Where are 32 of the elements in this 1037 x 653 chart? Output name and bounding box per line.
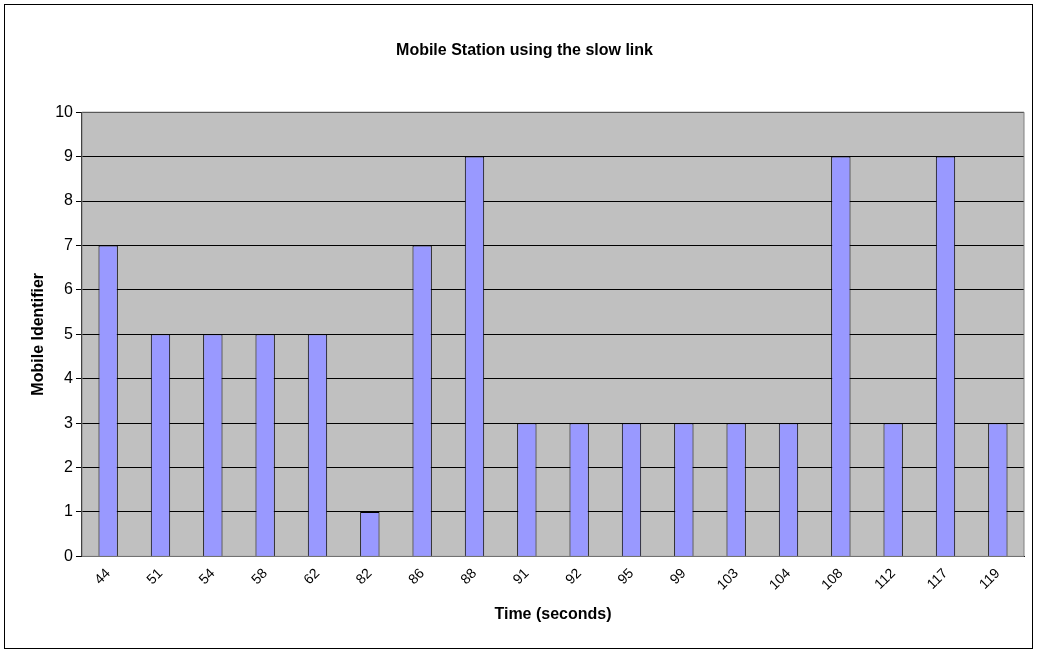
- y-tick-label: 4: [64, 369, 74, 387]
- y-tick-label: 7: [64, 235, 74, 253]
- x-tick-label: 58: [247, 564, 271, 588]
- x-tick-label: 99: [666, 564, 689, 588]
- x-axis-title: Time (seconds): [494, 604, 612, 622]
- y-tick-label: 1: [64, 502, 74, 520]
- y-tick-label: 5: [64, 324, 74, 342]
- x-tick-label: 92: [561, 564, 585, 588]
- x-tick-label: 44: [90, 564, 114, 588]
- x-tick-label: 82: [352, 564, 375, 588]
- x-tick-label: 62: [300, 564, 323, 588]
- y-tick-label: 9: [64, 147, 74, 165]
- x-tick-label: 95: [614, 564, 637, 588]
- x-tick-label: 108: [817, 564, 846, 593]
- x-tick-label: 104: [765, 564, 794, 593]
- x-tick-label: 88: [457, 564, 480, 588]
- x-tick-label: 54: [195, 564, 218, 588]
- x-tick-label: 117: [923, 564, 951, 592]
- x-tick-label: 91: [509, 564, 532, 588]
- x-tick-label: 119: [975, 564, 1003, 592]
- y-tick-label: 2: [64, 457, 74, 475]
- x-tick-label: 112: [870, 564, 899, 592]
- x-tick-label: 103: [713, 564, 742, 593]
- y-tick-label: 6: [64, 280, 74, 298]
- y-tick-label: 10: [55, 102, 74, 120]
- y-tick-label: 8: [64, 191, 74, 209]
- x-tick-label: 86: [404, 564, 428, 588]
- y-tick-label: 3: [64, 413, 74, 431]
- y-axis-title: Mobile Identifier: [29, 272, 47, 396]
- x-tick-label: 51: [143, 564, 166, 588]
- chart-title: Mobile Station using the slow link: [396, 41, 654, 59]
- y-tick-label: 0: [64, 546, 74, 564]
